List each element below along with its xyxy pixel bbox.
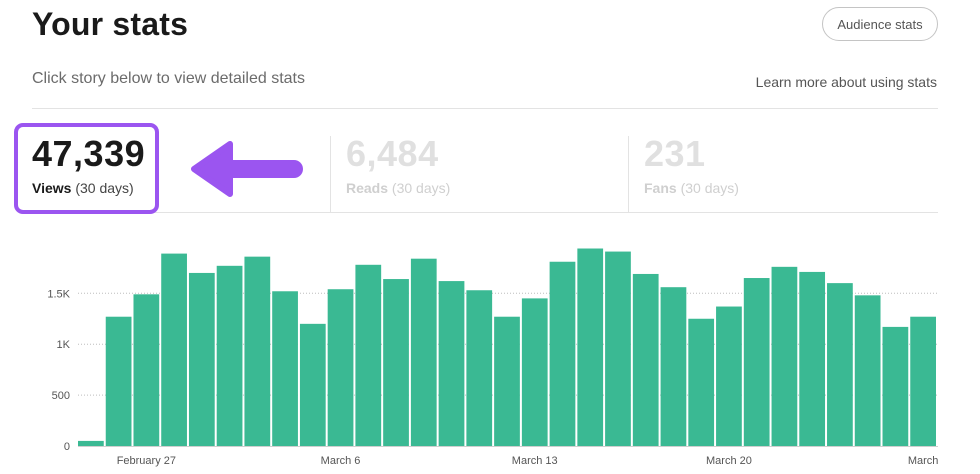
chart-bar[interactable] [105, 316, 132, 446]
y-tick-label: 1K [57, 339, 71, 351]
chart-bar[interactable] [771, 266, 798, 446]
instruction-text: Click story below to view detailed stats [32, 70, 305, 87]
chart-bar[interactable] [577, 248, 604, 446]
chart-bar[interactable] [521, 298, 548, 446]
views-bar-chart: 0 500 1K 1.5K February 27 March 6 March 13 Marc… [47, 248, 939, 467]
chart-bar[interactable] [466, 290, 493, 446]
stat-cards: 47,339 Views (30 days) 6,484 Reads (30 d… [32, 136, 938, 213]
x-tick-label: March 6 [321, 455, 361, 467]
chart-bar[interactable] [410, 258, 437, 446]
chart-bar[interactable] [660, 287, 687, 446]
chart-bar[interactable] [438, 281, 465, 446]
chart-bar[interactable] [605, 251, 631, 446]
chart-bar[interactable] [716, 306, 742, 446]
chart-bar[interactable] [494, 316, 520, 446]
header-divider [32, 108, 938, 109]
chart-bar[interactable] [355, 264, 382, 446]
page-title: Your stats [32, 6, 189, 42]
fans-stat-card[interactable]: 231 Fans (30 days) [628, 136, 938, 213]
y-tick-label: 0 [64, 441, 70, 453]
x-tick-label: March 20 [706, 455, 752, 467]
chart-bar[interactable] [244, 256, 271, 446]
chart-bar[interactable] [882, 326, 909, 446]
chart-bar[interactable] [78, 440, 104, 446]
chart-bar[interactable] [743, 278, 770, 446]
y-tick-label: 500 [52, 390, 70, 402]
chart-bar[interactable] [327, 289, 354, 446]
views-period: (30 days) [75, 180, 134, 196]
chart-bar[interactable] [549, 261, 576, 446]
views-count: 47,339 [32, 133, 146, 174]
fans-label-row: Fans (30 days) [644, 180, 938, 196]
chart-bar[interactable] [272, 291, 298, 446]
chart-bar[interactable] [133, 294, 160, 446]
chart-bar[interactable] [188, 272, 215, 446]
chart-bar[interactable] [632, 273, 659, 446]
views-stat-card[interactable]: 47,339 Views (30 days) [32, 136, 162, 213]
x-tick-label: March 13 [512, 455, 558, 467]
views-label-row: Views (30 days) [32, 180, 162, 196]
fans-label: Fans [644, 180, 677, 196]
x-tick-label: February 27 [117, 455, 176, 467]
chart-bar[interactable] [827, 283, 853, 446]
chart-bar[interactable] [910, 316, 936, 446]
chart-bar[interactable] [688, 318, 715, 446]
reads-stat-card[interactable]: 6,484 Reads (30 days) [330, 136, 628, 213]
fans-count: 231 [644, 133, 706, 174]
chart-bar[interactable] [854, 295, 881, 446]
reads-period: (30 days) [391, 180, 451, 196]
reads-count: 6,484 [346, 133, 439, 174]
fans-period: (30 days) [680, 180, 739, 196]
chart-bar[interactable] [799, 271, 826, 446]
views-label: Views [32, 180, 72, 196]
reads-label-row: Reads (30 days) [346, 180, 628, 196]
y-tick-label: 1.5K [47, 288, 70, 300]
audience-stats-button[interactable]: Audience stats [822, 7, 938, 41]
chart-bar[interactable] [161, 253, 187, 446]
learn-more-link[interactable]: Learn more about using stats [755, 74, 937, 90]
reads-label: Reads [346, 180, 389, 196]
pointer-arrow-icon [191, 141, 303, 197]
chart-bar[interactable] [216, 265, 243, 446]
chart-bar[interactable] [383, 279, 409, 446]
x-tick-label: March [908, 455, 939, 467]
chart-bar[interactable] [299, 323, 326, 446]
